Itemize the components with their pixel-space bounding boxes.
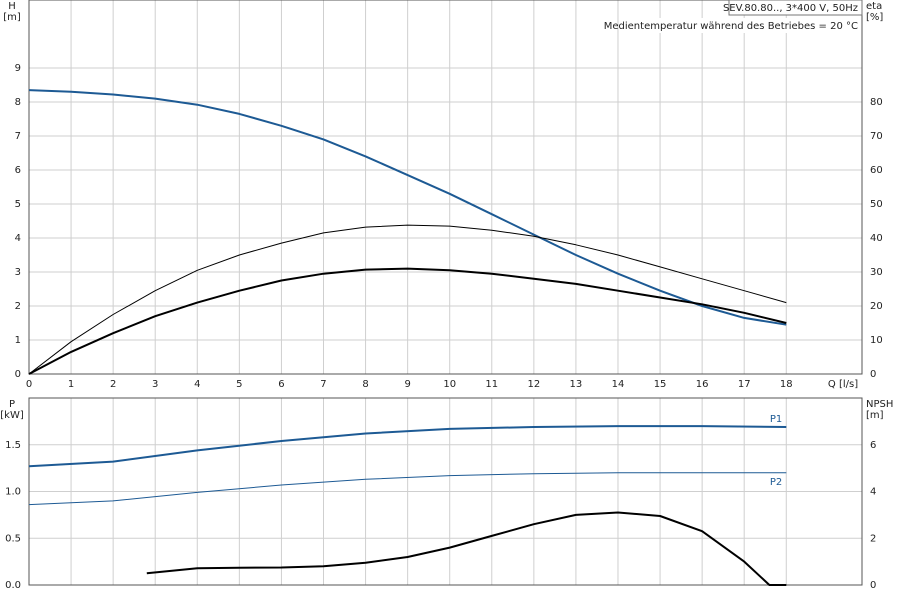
y-tick-label: 0 [15, 369, 21, 380]
series-label: P2 [770, 477, 782, 488]
x-tick-label: 17 [738, 379, 751, 390]
curve [146, 511, 787, 586]
y-tick-label: 2 [15, 301, 21, 312]
y-tick-label: 8 [15, 97, 21, 108]
y2-tick-label: 6 [870, 440, 876, 451]
x-tick-label: 14 [612, 379, 625, 390]
y2-tick-label: 0 [870, 580, 876, 591]
x-tick-label: 7 [320, 379, 326, 390]
curve [28, 267, 787, 375]
annotation: Medientemperatur während des Betriebes =… [604, 21, 858, 32]
x-tick-label: 13 [570, 379, 583, 390]
y-tick-label: 1 [15, 335, 21, 346]
y2-tick-label: 30 [870, 267, 883, 278]
x-tick-label: 15 [654, 379, 667, 390]
x-tick-label: 18 [780, 379, 793, 390]
curve [28, 224, 787, 375]
x-tick-label: 16 [696, 379, 709, 390]
y2-axis-unit: [%] [866, 12, 883, 23]
annotation-bg [624, 18, 860, 33]
x-tick-label: 11 [485, 379, 498, 390]
y2-tick-label: 70 [870, 131, 883, 142]
y2-tick-label: 4 [870, 487, 876, 498]
x-tick-label: 12 [527, 379, 540, 390]
x-tick-label: 1 [68, 379, 74, 390]
y-tick-label: 3 [15, 267, 21, 278]
y-axis-label: P [9, 399, 15, 410]
y2-axis-label: NPSH [866, 399, 893, 410]
y-tick-label: 5 [15, 199, 21, 210]
curve [28, 89, 787, 326]
y-tick-label: 4 [15, 233, 21, 244]
plot-frame [28, 397, 863, 586]
curve [28, 472, 787, 506]
y2-tick-label: 40 [870, 233, 883, 244]
y2-tick-label: 50 [870, 199, 883, 210]
y-tick-label: 0.5 [5, 533, 21, 544]
y-tick-label: 1.5 [5, 440, 21, 451]
x-tick-label: 6 [278, 379, 284, 390]
y2-axis-unit: [m] [866, 410, 884, 421]
curve [28, 425, 787, 468]
y-tick-label: 1.0 [5, 487, 21, 498]
x-tick-label: 5 [236, 379, 242, 390]
x-tick-label: 10 [443, 379, 456, 390]
x-axis-label: Q [l/s] [828, 379, 858, 390]
plot-frame [28, 0, 863, 375]
y-tick-label: 7 [15, 131, 21, 142]
x-tick-label: 4 [194, 379, 200, 390]
y-tick-label: 9 [15, 63, 21, 74]
y2-tick-label: 20 [870, 301, 883, 312]
y-axis-unit: [kW] [0, 410, 24, 421]
y-tick-label: 6 [15, 165, 21, 176]
y2-tick-label: 10 [870, 335, 883, 346]
y-axis-unit: [m] [3, 12, 21, 23]
note-box: SEV.80.80.., 3*400 V, 50Hz [723, 3, 858, 14]
y-tick-label: 0.0 [5, 580, 21, 591]
x-tick-label: 8 [362, 379, 368, 390]
y2-tick-label: 2 [870, 533, 876, 544]
series-label: P1 [770, 414, 782, 425]
y2-axis-label: eta [866, 1, 882, 12]
x-tick-label: 9 [404, 379, 410, 390]
x-tick-label: 3 [152, 379, 158, 390]
x-tick-label: 2 [110, 379, 116, 390]
y2-tick-label: 80 [870, 97, 883, 108]
note-frame [728, 0, 863, 16]
y2-tick-label: 60 [870, 165, 883, 176]
y2-tick-label: 0 [870, 369, 876, 380]
y-axis-label: H [8, 1, 16, 12]
x-tick-label: 0 [26, 379, 32, 390]
